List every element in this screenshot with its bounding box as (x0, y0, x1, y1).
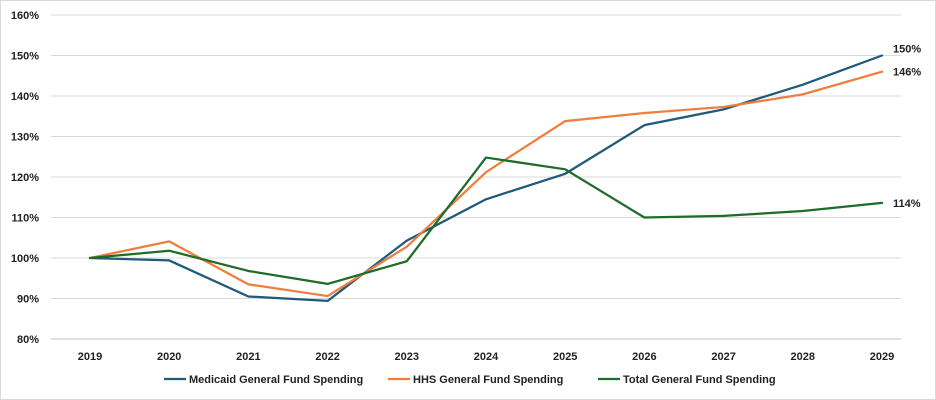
x-tick-label: 2024 (474, 351, 499, 363)
series-line-2 (88, 70, 884, 298)
legend-label: HHS General Fund Spending (413, 374, 563, 386)
y-tick-label: 120% (11, 172, 39, 184)
x-tick-label: 2028 (791, 351, 815, 363)
y-tick-label: 150% (11, 51, 39, 63)
y-axis-ticks: 80% 90% 100% 110% 120% 130% 140% 150% 160% (11, 10, 39, 346)
x-tick-label: 2029 (870, 351, 894, 363)
x-tick-label: 2019 (78, 351, 102, 363)
legend-label: Total General Fund Spending (623, 374, 776, 386)
y-tick-label: 100% (11, 253, 39, 265)
x-tick-label: 2022 (315, 351, 339, 363)
legend-label: Medicaid General Fund Spending (189, 374, 363, 386)
y-tick-label: 160% (11, 10, 39, 22)
end-label: 146% (893, 67, 921, 79)
x-tick-label: 2023 (395, 351, 419, 363)
y-tick-label: 80% (17, 334, 39, 346)
x-tick-label: 2027 (711, 351, 735, 363)
y-tick-label: 130% (11, 132, 39, 144)
x-tick-label: 2021 (236, 351, 260, 363)
x-tick-label: 2026 (632, 351, 656, 363)
end-label: 114% (893, 198, 921, 210)
x-tick-label: 2025 (553, 351, 577, 363)
y-tick-label: 140% (11, 91, 39, 103)
legend: Medicaid General Fund Spending HHS Genera… (164, 374, 776, 386)
gridlines (51, 14, 901, 340)
y-tick-label: 110% (11, 213, 39, 225)
end-labels: 150% 146% 114% (893, 44, 921, 210)
y-tick-label: 90% (17, 294, 39, 306)
x-tick-label: 2020 (157, 351, 181, 363)
end-label: 150% (893, 44, 921, 56)
x-axis-ticks: 2019 2020 2021 2022 2023 2024 2025 2026 2027 2028… (78, 351, 894, 363)
series-lines (88, 54, 884, 303)
